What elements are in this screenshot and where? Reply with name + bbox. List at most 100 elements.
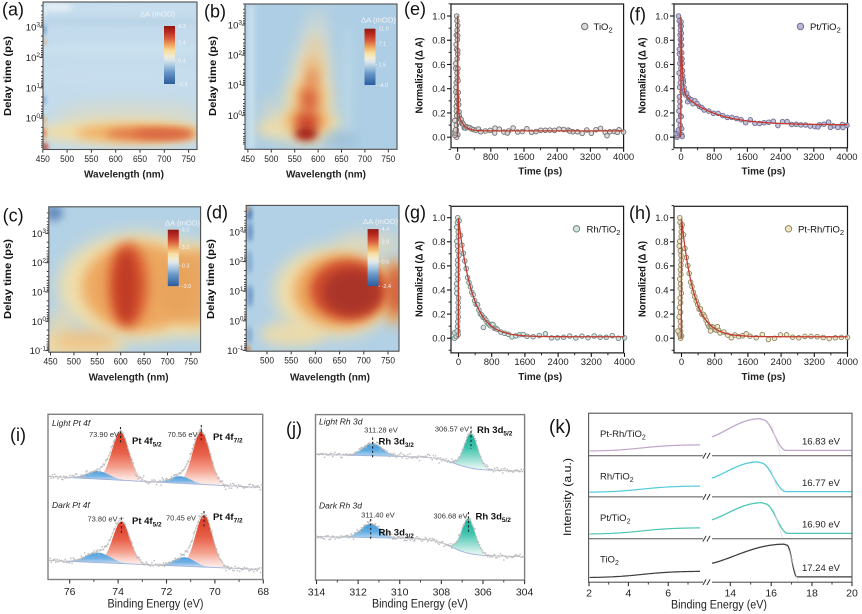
svg-text:0.4: 0.4 bbox=[432, 285, 445, 296]
svg-text:Wavelength (nm): Wavelength (nm) bbox=[286, 169, 366, 181]
svg-text:(g): (g) bbox=[404, 203, 426, 223]
svg-text:500: 500 bbox=[264, 154, 278, 165]
svg-text:ΔA (mOD): ΔA (mOD) bbox=[361, 16, 397, 25]
svg-text:3200: 3200 bbox=[580, 152, 601, 163]
svg-text:700: 700 bbox=[161, 357, 175, 368]
svg-text:-4.0: -4.0 bbox=[379, 83, 388, 89]
svg-text:450: 450 bbox=[241, 154, 255, 165]
svg-text:1600: 1600 bbox=[514, 357, 535, 368]
svg-text:18: 18 bbox=[806, 588, 818, 600]
svg-text:Delay time (ps): Delay time (ps) bbox=[207, 36, 219, 116]
svg-text:2400: 2400 bbox=[770, 152, 791, 163]
svg-text:Rh/TiO2: Rh/TiO2 bbox=[587, 224, 621, 237]
svg-text:73.80 eV: 73.80 eV bbox=[87, 515, 117, 524]
svg-text:100: 100 bbox=[32, 316, 47, 328]
svg-text:306: 306 bbox=[474, 587, 492, 599]
svg-text:16: 16 bbox=[765, 588, 777, 600]
svg-text:750: 750 bbox=[184, 357, 198, 368]
svg-text:4.4: 4.4 bbox=[382, 227, 390, 233]
svg-text:0: 0 bbox=[679, 357, 684, 368]
svg-text:73.90 eV: 73.90 eV bbox=[89, 430, 119, 439]
svg-text:600: 600 bbox=[109, 154, 123, 165]
svg-text:70: 70 bbox=[209, 586, 221, 598]
svg-text:Delay time (ps): Delay time (ps) bbox=[2, 36, 14, 116]
svg-text:600: 600 bbox=[114, 357, 128, 368]
svg-text:14: 14 bbox=[724, 588, 736, 600]
svg-text:Light Pt 4f: Light Pt 4f bbox=[52, 418, 92, 428]
svg-text:10-1: 10-1 bbox=[227, 345, 244, 357]
svg-text:Pt/TiO2: Pt/TiO2 bbox=[600, 513, 631, 526]
svg-text:(h): (h) bbox=[629, 203, 651, 223]
svg-text:750: 750 bbox=[381, 356, 395, 367]
svg-text:Pt-Rh/TiO2: Pt-Rh/TiO2 bbox=[798, 224, 844, 237]
svg-text:ΔA (mOD): ΔA (mOD) bbox=[165, 219, 201, 228]
svg-text:101: 101 bbox=[32, 287, 47, 299]
svg-text:Dark Rh 3d: Dark Rh 3d bbox=[319, 501, 362, 511]
svg-text:306.57 eV: 306.57 eV bbox=[435, 425, 469, 434]
svg-text:0: 0 bbox=[456, 357, 461, 368]
svg-text:0.0: 0.0 bbox=[432, 133, 445, 144]
svg-text:74: 74 bbox=[112, 586, 124, 598]
svg-text:(j): (j) bbox=[286, 419, 302, 439]
svg-text:70.56 eV: 70.56 eV bbox=[167, 430, 197, 439]
svg-text:6: 6 bbox=[665, 588, 671, 600]
svg-text:(i): (i) bbox=[10, 425, 26, 445]
svg-text:450: 450 bbox=[44, 357, 58, 368]
svg-text:Pt-Rh/TiO2: Pt-Rh/TiO2 bbox=[600, 429, 646, 442]
svg-text:(f): (f) bbox=[629, 5, 646, 25]
svg-text:700: 700 bbox=[357, 356, 371, 367]
svg-text:2.4: 2.4 bbox=[178, 41, 186, 47]
svg-text:102: 102 bbox=[229, 256, 244, 268]
svg-text:550: 550 bbox=[288, 154, 302, 165]
svg-text:0.2: 0.2 bbox=[655, 309, 668, 320]
svg-text:1.0: 1.0 bbox=[432, 11, 445, 22]
svg-text:0.4: 0.4 bbox=[178, 58, 186, 64]
svg-text:0.8: 0.8 bbox=[432, 36, 445, 47]
svg-text:Normalized (Δ A): Normalized (Δ A) bbox=[638, 38, 649, 114]
svg-text:Normalized (Δ A): Normalized (Δ A) bbox=[638, 241, 649, 317]
svg-text:Time (ps): Time (ps) bbox=[742, 371, 786, 383]
svg-text:650: 650 bbox=[335, 154, 349, 165]
svg-text:Delay time (ps): Delay time (ps) bbox=[2, 239, 14, 319]
svg-text:550: 550 bbox=[90, 357, 104, 368]
svg-text:311.40 eV: 311.40 eV bbox=[361, 511, 395, 520]
svg-text:76: 76 bbox=[64, 586, 76, 598]
svg-text:0.2: 0.2 bbox=[432, 108, 445, 119]
svg-text:72: 72 bbox=[161, 586, 173, 598]
svg-text:750: 750 bbox=[182, 154, 196, 165]
svg-text:650: 650 bbox=[137, 357, 151, 368]
svg-text:0.0: 0.0 bbox=[432, 334, 445, 345]
svg-text:450: 450 bbox=[36, 154, 50, 165]
svg-text:1.0: 1.0 bbox=[655, 213, 668, 224]
svg-text:103: 103 bbox=[32, 228, 47, 240]
svg-text:0.0: 0.0 bbox=[655, 133, 668, 144]
svg-text:TiO2: TiO2 bbox=[600, 555, 619, 568]
svg-text:(b): (b) bbox=[204, 2, 226, 22]
svg-text:103: 103 bbox=[26, 22, 41, 34]
svg-text:3.2: 3.2 bbox=[182, 245, 190, 251]
svg-text:103: 103 bbox=[228, 20, 243, 32]
svg-text:304: 304 bbox=[516, 587, 534, 599]
svg-text:Wavelength (nm): Wavelength (nm) bbox=[290, 372, 370, 384]
svg-text:312: 312 bbox=[349, 587, 367, 599]
svg-text:1.5: 1.5 bbox=[379, 62, 387, 68]
svg-text:103: 103 bbox=[229, 227, 244, 239]
svg-text:500: 500 bbox=[260, 356, 274, 367]
svg-text:20: 20 bbox=[846, 588, 858, 600]
svg-text:3200: 3200 bbox=[581, 357, 602, 368]
svg-text:1600: 1600 bbox=[737, 152, 758, 163]
svg-text:Normalized (Δ A): Normalized (Δ A) bbox=[415, 38, 426, 114]
svg-text:ΔA (mOD): ΔA (mOD) bbox=[140, 10, 176, 19]
svg-text:100: 100 bbox=[228, 110, 243, 122]
svg-text:0.4: 0.4 bbox=[655, 285, 668, 296]
svg-text:4: 4 bbox=[625, 588, 631, 600]
svg-text:10-1: 10-1 bbox=[30, 345, 47, 357]
svg-text:0.5: 0.5 bbox=[382, 259, 390, 265]
svg-text:0: 0 bbox=[678, 152, 683, 163]
svg-text:17.24 eV: 17.24 eV bbox=[802, 563, 841, 574]
svg-text:2400: 2400 bbox=[771, 357, 792, 368]
svg-text:0.6: 0.6 bbox=[655, 261, 668, 272]
svg-text:500: 500 bbox=[67, 357, 81, 368]
svg-text:310: 310 bbox=[391, 587, 409, 599]
svg-text:101: 101 bbox=[26, 83, 41, 95]
